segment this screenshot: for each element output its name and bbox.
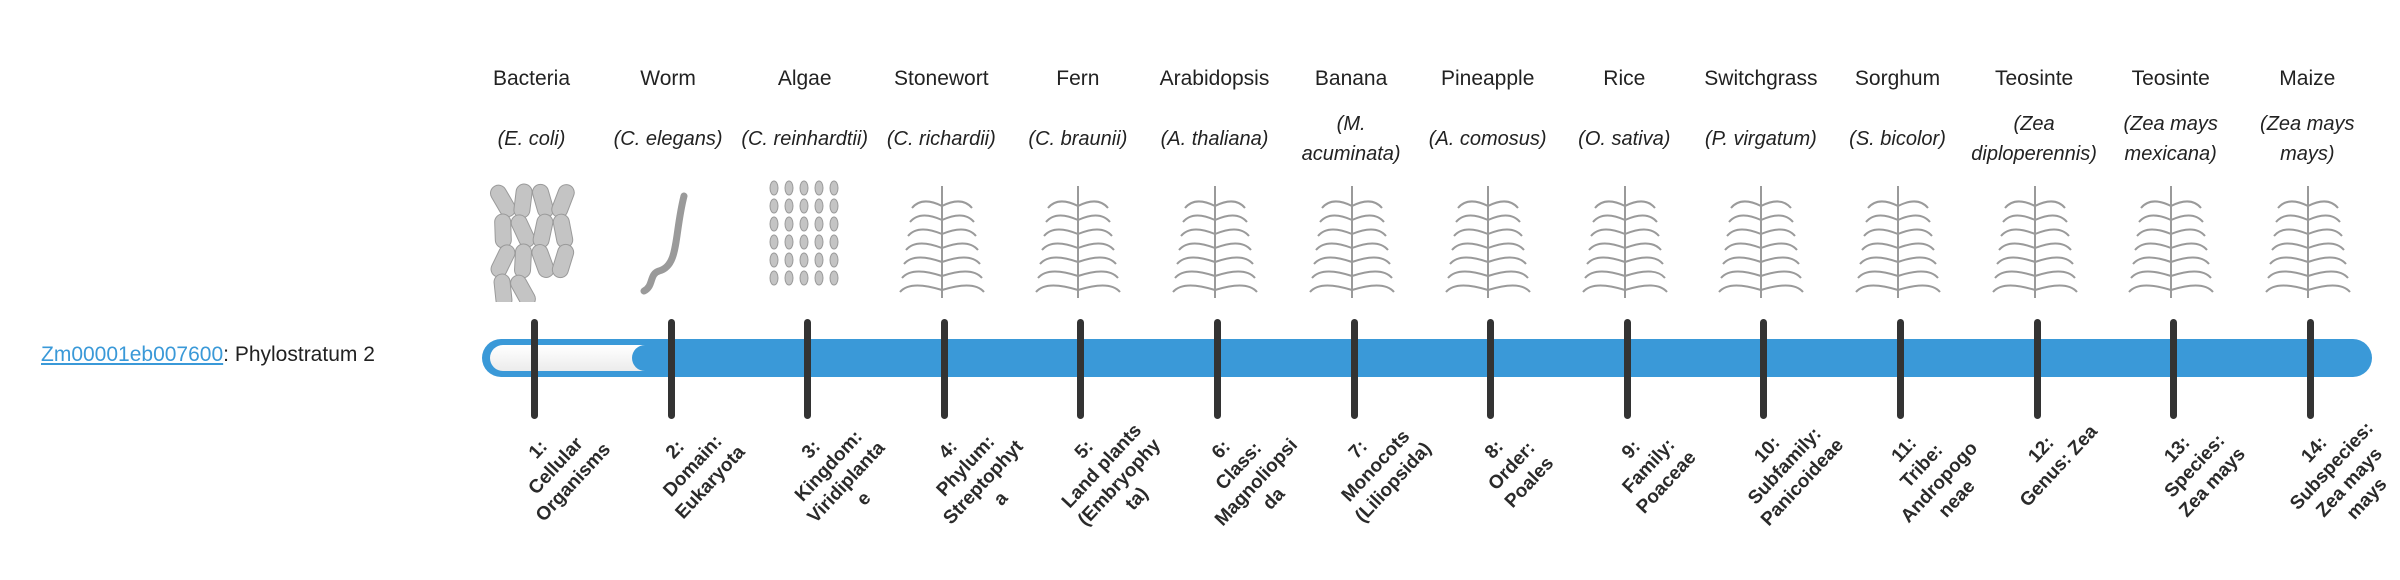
rice-illustration — [1580, 176, 1670, 302]
organism-scientific-name: (M. acuminata) — [1301, 113, 1401, 165]
stratum-tick — [2170, 319, 2178, 419]
stratum-tick — [1214, 319, 1221, 419]
stonewort-illustration — [897, 176, 987, 302]
bar-empty-segment — [490, 345, 650, 371]
teosinte-illustration — [2126, 176, 2216, 302]
stratum-tick — [1760, 319, 1768, 419]
stratum-tick — [1077, 319, 1085, 419]
stratum-tick — [2033, 319, 2041, 419]
stratum-name: Land plants (Embryophyta) — [1058, 420, 1166, 531]
stratum-label: 6: Class: Magnoliopsida — [1175, 401, 1322, 548]
organism-name: Teosinte — [1994, 67, 2074, 90]
sorghum-illustration — [1853, 176, 1943, 302]
stratum-tick — [1487, 319, 1495, 419]
organism-name: Banana — [1314, 67, 1388, 90]
organism-name: Bacteria — [492, 67, 571, 90]
stratum-label: 4: Phylum: Streptophyta — [902, 401, 1049, 548]
stratum-name: Phylum: Streptophyta — [932, 431, 1028, 529]
stratum-label: 7: Monocots (Liliopsida) — [1311, 401, 1440, 532]
gene-id-link[interactable]: Zm00001eb007600 — [41, 343, 224, 366]
stratum-name: Class: Magnoliopsida — [1211, 434, 1302, 531]
organism-scientific-name: (C. elegans) — [613, 128, 723, 150]
stratum-tick — [531, 319, 538, 419]
organism-name: Switchgrass — [1704, 67, 1818, 90]
organism-name: Rice — [1603, 67, 1646, 90]
pineapple-illustration — [1443, 176, 1533, 302]
stratum-label: 5: Land plants (Embryophyta) — [1038, 401, 1185, 548]
organism-scientific-name: (S. bicolor) — [1849, 128, 1946, 150]
stratum-tick — [1623, 319, 1631, 419]
arabidopsis-illustration — [1170, 176, 1260, 302]
organism-scientific-name: (A. thaliana) — [1160, 128, 1269, 150]
organism-name: Pineapple — [1440, 67, 1535, 90]
bar-fill-start — [632, 345, 672, 371]
stratum-tick — [804, 319, 812, 419]
organism-name: Arabidopsis — [1159, 67, 1270, 90]
teosinte-illustration — [1990, 176, 2080, 302]
organism-name: Stonewort — [894, 67, 989, 90]
organism-scientific-name: (Zea mays mexicana) — [2123, 113, 2218, 165]
gene-label: Zm00001eb007600: Phylostratum 2 — [41, 343, 375, 367]
stratum-tick — [1350, 319, 1358, 419]
organism-scientific-name: (C. reinhardtii) — [741, 128, 869, 150]
stratum-label: 2: Domain: Eukaryota — [628, 401, 757, 532]
stratum-label: 11: Tribe: Andropogoneae — [1858, 401, 2005, 548]
organism-name: Fern — [1056, 67, 1100, 90]
organism-name: Maize — [2279, 67, 2336, 90]
organism-name: Algae — [777, 67, 832, 90]
maize-illustration — [2263, 176, 2353, 302]
stratum-label: 9: Family: Poaceae — [1585, 401, 1714, 532]
fern-illustration — [1033, 176, 1123, 302]
banana-illustration — [1307, 176, 1397, 302]
organism-scientific-name: (C. braunii) — [1028, 128, 1128, 150]
organism-scientific-name: (Zea diploperennis) — [1971, 113, 2097, 165]
stratum-tick — [2306, 319, 2314, 419]
stratum-label: 8: Order: Poales — [1448, 401, 1577, 532]
stratum-label: 13: Species: Zea mays — [2131, 401, 2260, 532]
organism-scientific-name: (C. richardii) — [886, 128, 996, 150]
organism-scientific-name: (O. sativa) — [1578, 128, 1671, 150]
organism-name: Teosinte — [2131, 67, 2210, 90]
algae-illustration — [760, 176, 850, 302]
organism-name: Worm — [640, 67, 696, 90]
stratum-tick — [1897, 319, 1904, 419]
organism-scientific-name: (A. comosus) — [1428, 128, 1547, 150]
switchgrass-illustration — [1716, 176, 1806, 302]
stratum-label: 10: Subfamily: Panicoideae — [1721, 401, 1850, 532]
worm-illustration — [624, 176, 714, 302]
stratum-name: Kingdom: Viridiplantae — [791, 426, 890, 528]
stratum-tick — [667, 319, 675, 419]
stratum-name: Tribe: Andropogoneae — [1896, 437, 1983, 528]
organism-scientific-name: (P. virgatum) — [1704, 128, 1817, 150]
stratum-label: 1: Cellular Organisms — [492, 401, 621, 532]
organism-scientific-name: (Zea mays mays) — [2260, 113, 2355, 165]
stratum-label: 3: Kingdom: Viridiplantae — [765, 401, 912, 548]
organism-scientific-name: (E. coli) — [497, 128, 566, 150]
stratum-label: 14: Subspecies: Zea mays mays — [2268, 401, 2400, 548]
stratum-label: 12: Genus: Zea — [1994, 401, 2105, 516]
stratum-tick — [940, 319, 948, 419]
phylostratum-bar — [482, 339, 2372, 377]
stratum-name: Subspecies: Zea mays mays — [2285, 418, 2392, 524]
organism-name: Sorghum — [1854, 67, 1941, 90]
bacteria-illustration — [487, 176, 577, 309]
phylostratum-text: : Phylostratum 2 — [223, 343, 375, 366]
